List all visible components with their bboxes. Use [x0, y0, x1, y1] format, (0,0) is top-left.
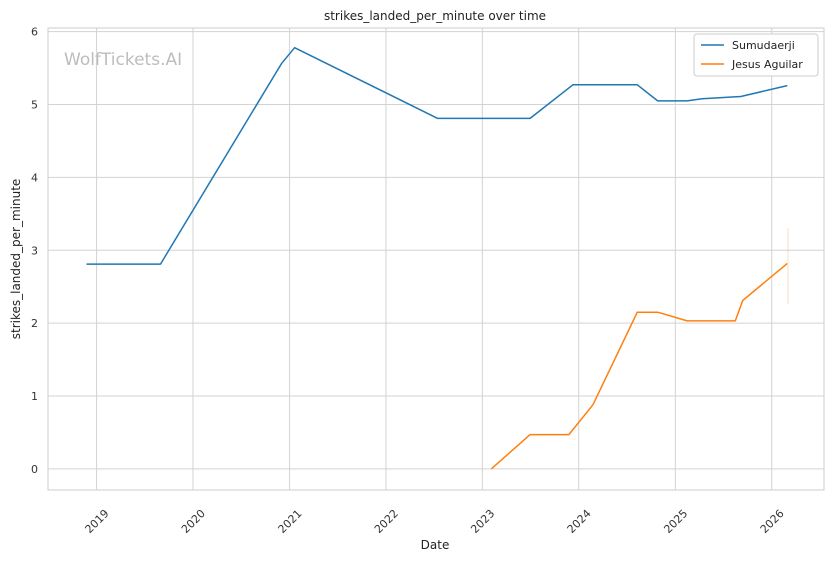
- grid: [48, 28, 824, 490]
- legend-label-sumudaerji: Sumudaerji: [732, 39, 795, 52]
- y-axis-label: strikes_landed_per_minute: [9, 179, 23, 340]
- legend-box: [693, 33, 819, 77]
- watermark: WolfTickets.AI: [64, 50, 182, 70]
- series-line-1: [490, 262, 788, 470]
- y-tick-label: 4: [31, 171, 38, 184]
- chart-title: strikes_landed_per_minute over time: [324, 9, 546, 23]
- x-axis-label: Date: [421, 538, 450, 552]
- series-line-0: [86, 46, 788, 265]
- y-tick-label: 3: [31, 244, 38, 257]
- y-tick-label: 6: [31, 26, 38, 39]
- y-tick-labels: 0 1 2 3 4 5 6: [31, 26, 38, 476]
- series-layer: [86, 46, 788, 470]
- y-tick-label: 0: [31, 463, 38, 476]
- legend: Sumudaerji Jesus Aguilar: [693, 33, 819, 77]
- y-tick-label: 5: [31, 99, 38, 112]
- y-tick-label: 1: [31, 390, 38, 403]
- y-tick-label: 2: [31, 317, 38, 330]
- plot-frame: [47, 27, 825, 491]
- legend-label-jesus-aguilar: Jesus Aguilar: [731, 58, 803, 71]
